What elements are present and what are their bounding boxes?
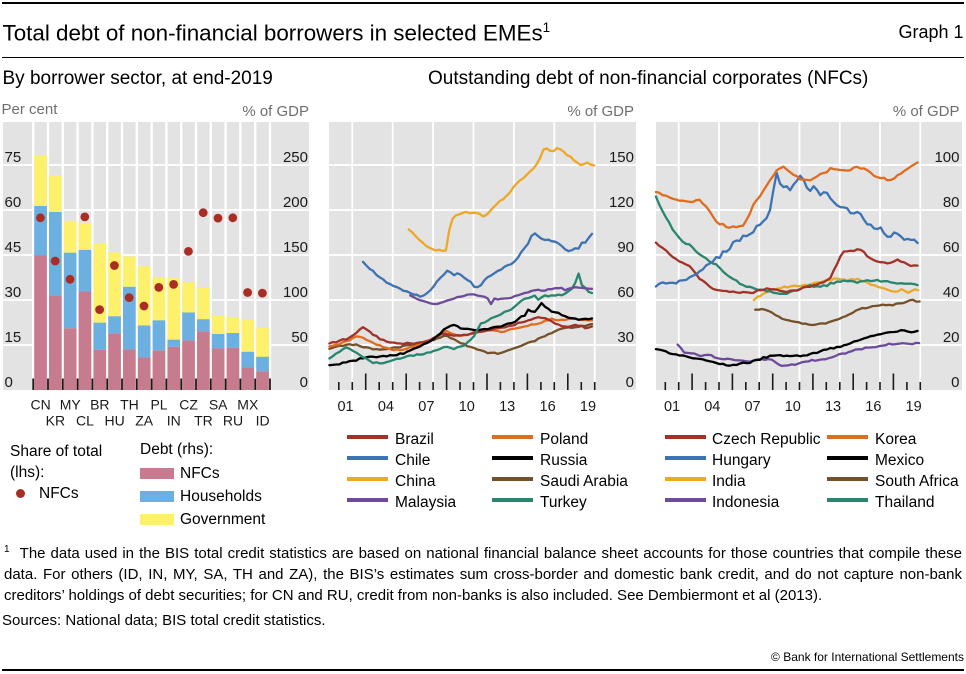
svg-text:07: 07 <box>744 399 760 415</box>
svg-text:16: 16 <box>540 399 556 415</box>
svg-text:ID: ID <box>256 413 270 429</box>
svg-text:BR: BR <box>90 397 109 413</box>
svg-text:50: 50 <box>291 329 308 346</box>
svg-text:30: 30 <box>617 329 634 346</box>
svg-text:PL: PL <box>150 397 167 413</box>
svg-text:RU: RU <box>223 413 243 429</box>
svg-text:10: 10 <box>459 399 475 415</box>
svg-text:45: 45 <box>5 239 22 256</box>
svg-text:75: 75 <box>5 149 22 166</box>
svg-text:KR: KR <box>46 413 65 429</box>
svg-text:0: 0 <box>626 374 634 391</box>
svg-text:CN: CN <box>30 397 50 413</box>
svg-text:HU: HU <box>104 413 124 429</box>
svg-text:16: 16 <box>865 399 881 415</box>
svg-text:ZA: ZA <box>135 413 154 429</box>
svg-text:30: 30 <box>5 284 22 301</box>
svg-text:SA: SA <box>209 397 228 413</box>
svg-text:10: 10 <box>785 399 801 415</box>
svg-text:13: 13 <box>825 399 841 415</box>
svg-text:04: 04 <box>378 399 394 415</box>
svg-text:MY: MY <box>60 397 82 413</box>
svg-text:TR: TR <box>194 413 213 429</box>
svg-text:0: 0 <box>5 374 13 391</box>
svg-text:120: 120 <box>609 194 634 211</box>
svg-text:40: 40 <box>943 284 960 301</box>
svg-text:01: 01 <box>664 399 680 415</box>
svg-text:150: 150 <box>609 149 634 166</box>
svg-text:100: 100 <box>934 149 959 166</box>
svg-text:19: 19 <box>580 399 596 415</box>
svg-text:0: 0 <box>300 374 308 391</box>
svg-text:20: 20 <box>943 329 960 346</box>
svg-text:60: 60 <box>5 194 22 211</box>
svg-text:TH: TH <box>120 397 139 413</box>
svg-text:60: 60 <box>617 284 634 301</box>
svg-text:200: 200 <box>283 194 308 211</box>
svg-text:07: 07 <box>418 399 434 415</box>
svg-text:19: 19 <box>906 399 922 415</box>
svg-text:CZ: CZ <box>179 397 198 413</box>
svg-text:60: 60 <box>943 239 960 256</box>
svg-text:13: 13 <box>499 399 515 415</box>
svg-text:MX: MX <box>237 397 259 413</box>
svg-text:80: 80 <box>943 194 960 211</box>
svg-text:90: 90 <box>617 239 634 256</box>
svg-text:150: 150 <box>283 239 308 256</box>
svg-text:01: 01 <box>337 399 353 415</box>
svg-text:04: 04 <box>704 399 720 415</box>
svg-text:250: 250 <box>283 149 308 166</box>
svg-text:IN: IN <box>167 413 181 429</box>
svg-text:CL: CL <box>76 413 94 429</box>
svg-text:15: 15 <box>5 329 22 346</box>
svg-text:100: 100 <box>283 284 308 301</box>
svg-text:0: 0 <box>951 374 959 391</box>
